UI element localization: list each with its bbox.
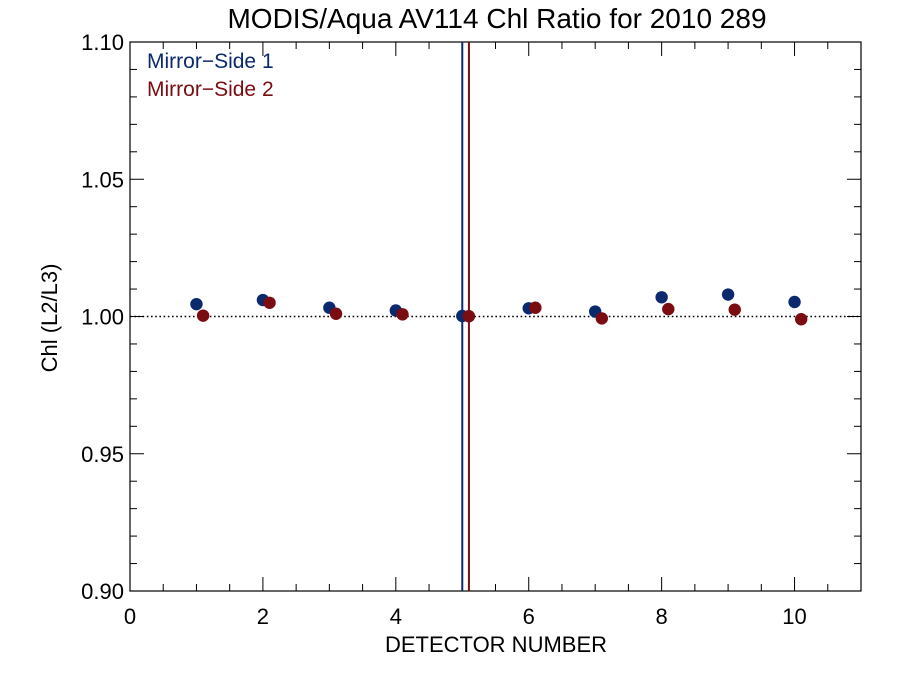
x-tick-label: 8 [656, 604, 668, 629]
point-mirror-side-2 [595, 312, 609, 325]
point-mirror-side-1 [721, 288, 735, 301]
point-mirror-side-2 [196, 309, 210, 322]
chart-title: MODIS/Aqua AV114 Chl Ratio for 2010 289 [227, 3, 766, 34]
x-tick-label: 4 [390, 604, 402, 629]
y-tick-label: 1.05 [81, 167, 124, 192]
y-tick-label: 0.95 [81, 442, 124, 467]
plot-area: 0 2 4 6 8 10 0.90 0.95 1.00 1.05 1.10 [81, 30, 862, 629]
point-mirror-side-1 [190, 297, 203, 311]
point-mirror-side-1 [655, 291, 668, 304]
legend-label-mirror-side-1: Mirror−Side 1 [147, 50, 274, 73]
x-axis-label: DETECTOR NUMBER [385, 632, 607, 657]
x-tick-label: 6 [523, 604, 535, 629]
point-mirror-side-2 [529, 301, 542, 314]
y-tick-label: 1.00 [81, 305, 124, 330]
point-mirror-side-2 [329, 307, 343, 320]
y-tick-label: 1.10 [81, 30, 124, 55]
x-tick-label: 0 [124, 604, 136, 629]
point-mirror-side-2 [263, 296, 276, 309]
x-tick-label: 2 [257, 604, 269, 629]
point-mirror-side-2 [728, 303, 741, 316]
y-tick-label: 0.90 [81, 579, 124, 604]
x-tick-label: 10 [782, 604, 806, 629]
legend-label-mirror-side-2: Mirror−Side 2 [147, 78, 274, 101]
y-axis-label: Chl (L2/L3) [37, 264, 62, 373]
point-mirror-side-2 [462, 310, 476, 323]
point-mirror-side-2 [396, 308, 409, 321]
point-mirror-side-1 [788, 295, 801, 309]
point-mirror-side-2 [794, 313, 808, 326]
point-mirror-side-2 [662, 302, 675, 316]
legend: Mirror−Side 1 Mirror−Side 2 [147, 50, 274, 101]
